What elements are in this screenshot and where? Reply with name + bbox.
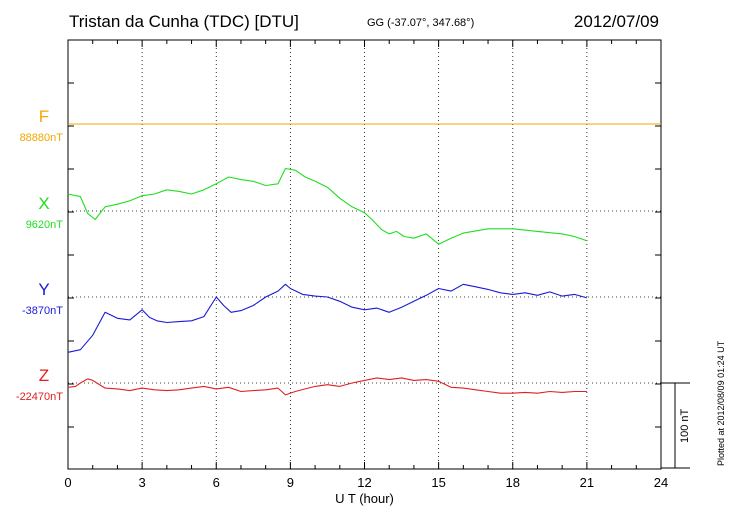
series-line-z (67, 377, 587, 396)
series-letter-f: F (39, 107, 49, 126)
geo-coordinates: GG (-37.07°, 347.68°) (367, 17, 475, 29)
scale-bar-label: 100 nT (679, 408, 691, 443)
x-axis-title: U T (hour) (335, 491, 394, 506)
series-baseline-label-z: -22470nT (16, 391, 63, 403)
chart-date: 2012/07/09 (573, 12, 659, 31)
x-tick-label: 0 (64, 475, 71, 490)
series-baseline-label-y: -3870nT (22, 305, 63, 317)
x-tick-label: 24 (654, 475, 668, 490)
series-baseline-label-x: 9620nT (26, 219, 64, 231)
series-letter-x: X (38, 194, 49, 213)
series-letter-z: Z (39, 366, 49, 385)
x-tick-label: 15 (431, 475, 445, 490)
series-line-x (67, 167, 588, 245)
series-line-y (67, 283, 588, 353)
station-title: Tristan da Cunha (TDC) [DTU] (69, 12, 299, 31)
plotted-timestamp: Plotted at 2012/08/09 01:24 UT (716, 340, 726, 466)
series-baseline-label-f: 88880nT (20, 132, 64, 144)
x-tick-label: 21 (580, 475, 594, 490)
x-tick-label: 6 (213, 475, 220, 490)
series-letter-y: Y (38, 280, 49, 299)
x-tick-label: 3 (139, 475, 146, 490)
x-tick-label: 12 (357, 475, 371, 490)
x-tick-label: 18 (506, 475, 520, 490)
x-tick-label: 9 (287, 475, 294, 490)
